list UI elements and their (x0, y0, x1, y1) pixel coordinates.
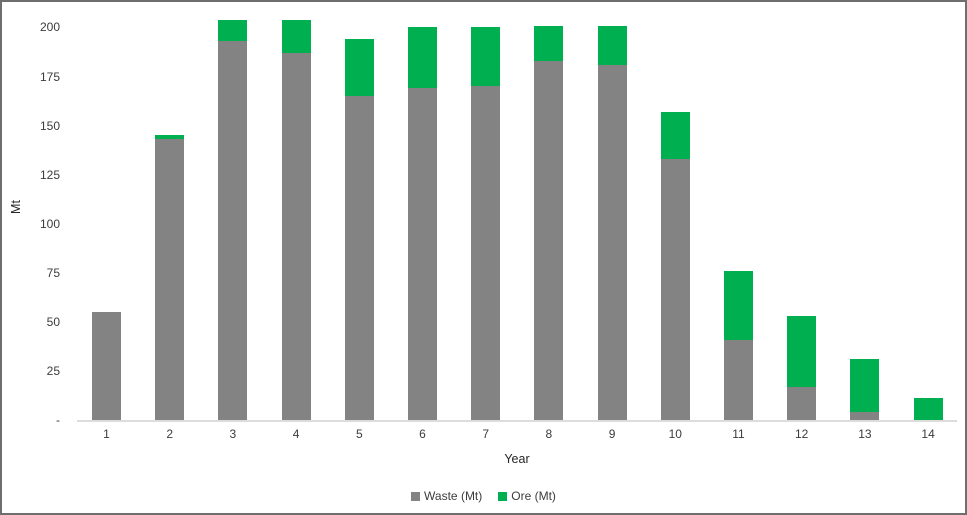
x-tick-label-13: 13 (858, 427, 872, 441)
x-tick-label-10: 10 (668, 427, 682, 441)
bar-year-10 (660, 111, 690, 420)
x-tick-label-9: 9 (608, 427, 616, 441)
bar-segment-ore (597, 25, 627, 65)
legend-label-ore: Ore (Mt) (511, 489, 556, 503)
x-tick-label-2: 2 (166, 427, 174, 441)
bar-year-4 (281, 19, 311, 420)
bar-segment-ore (471, 27, 501, 87)
x-axis-title: Year (504, 452, 530, 466)
bar-segment-ore (724, 270, 753, 340)
bar-year-12 (787, 316, 817, 420)
y-tick-label-125: 125 (39, 167, 60, 182)
bar-segment-waste (155, 139, 185, 420)
x-tick-label-12: 12 (795, 427, 809, 441)
bar-segment-waste (724, 339, 753, 420)
legend-item-waste: Waste (Mt) (411, 489, 482, 503)
bar-segment-ore (913, 398, 943, 420)
bar-segment-ore (281, 19, 311, 53)
bar-segment-ore (155, 135, 185, 140)
bar-segment-ore (534, 25, 564, 61)
bar-segment-ore (218, 19, 248, 42)
bar-year-2 (155, 135, 185, 420)
waste-swatch (411, 491, 421, 501)
x-tick-label-7: 7 (482, 427, 490, 441)
bar-year-8 (534, 25, 564, 421)
y-tick-label-200: 200 (39, 20, 60, 35)
bar-segment-waste (534, 60, 564, 420)
bar-segment-ore (850, 359, 880, 413)
ore-swatch (498, 491, 508, 501)
y-axis-ticks: - 25 50 75 100 125 150 175 200 (2, 12, 60, 427)
y-tick-label-150: 150 (39, 118, 60, 133)
bar-segment-waste (281, 53, 311, 420)
bar-segment-ore (408, 27, 437, 89)
bar-year-1 (92, 312, 121, 420)
bar-year-6 (408, 27, 437, 420)
legend-item-ore: Ore (Mt) (498, 489, 556, 503)
y-tick-label-25: 25 (46, 363, 60, 378)
bar-segment-waste (597, 64, 627, 420)
bar-segment-ore (787, 316, 817, 387)
bar-segment-waste (408, 88, 437, 420)
bar-segment-waste (660, 158, 690, 420)
bar-year-11 (724, 270, 753, 420)
x-tick-label-6: 6 (419, 427, 426, 441)
bar-segment-waste (344, 96, 374, 420)
bar-year-9 (597, 25, 627, 420)
bar-year-14 (913, 398, 943, 420)
legend-label-waste: Waste (Mt) (424, 489, 483, 503)
x-tick-label-1: 1 (103, 427, 110, 441)
bar-year-13 (850, 359, 880, 420)
x-tick-label-8: 8 (545, 427, 553, 441)
bar-segment-ore (344, 39, 374, 97)
x-axis-ticks: 1 2 3 4 5 6 7 8 9 10 11 12 13 14 (77, 426, 957, 444)
y-tick-label-0: - (56, 413, 60, 427)
x-tick-label-11: 11 (732, 427, 745, 441)
x-tick-label-5: 5 (355, 427, 363, 441)
bar-segment-waste (92, 312, 121, 420)
y-tick-label-75: 75 (46, 265, 60, 280)
bar-year-3 (218, 19, 248, 420)
bar-segment-waste (471, 86, 501, 420)
x-tick-label-3: 3 (229, 427, 237, 441)
y-tick-label-100: 100 (39, 216, 60, 231)
bar-segment-waste (787, 386, 817, 420)
bar-year-5 (344, 39, 374, 420)
bar-year-7 (471, 27, 501, 420)
bar-segment-ore (660, 111, 690, 159)
x-tick-label-4: 4 (292, 427, 300, 441)
bar-segment-waste (850, 412, 880, 420)
y-tick-label-50: 50 (46, 314, 60, 329)
bar-segment-waste (218, 41, 248, 420)
legend: Waste (Mt) Ore (Mt) (2, 489, 965, 503)
y-tick-label-175: 175 (39, 69, 60, 84)
x-tick-label-14: 14 (921, 427, 935, 441)
plot-area (77, 12, 957, 422)
